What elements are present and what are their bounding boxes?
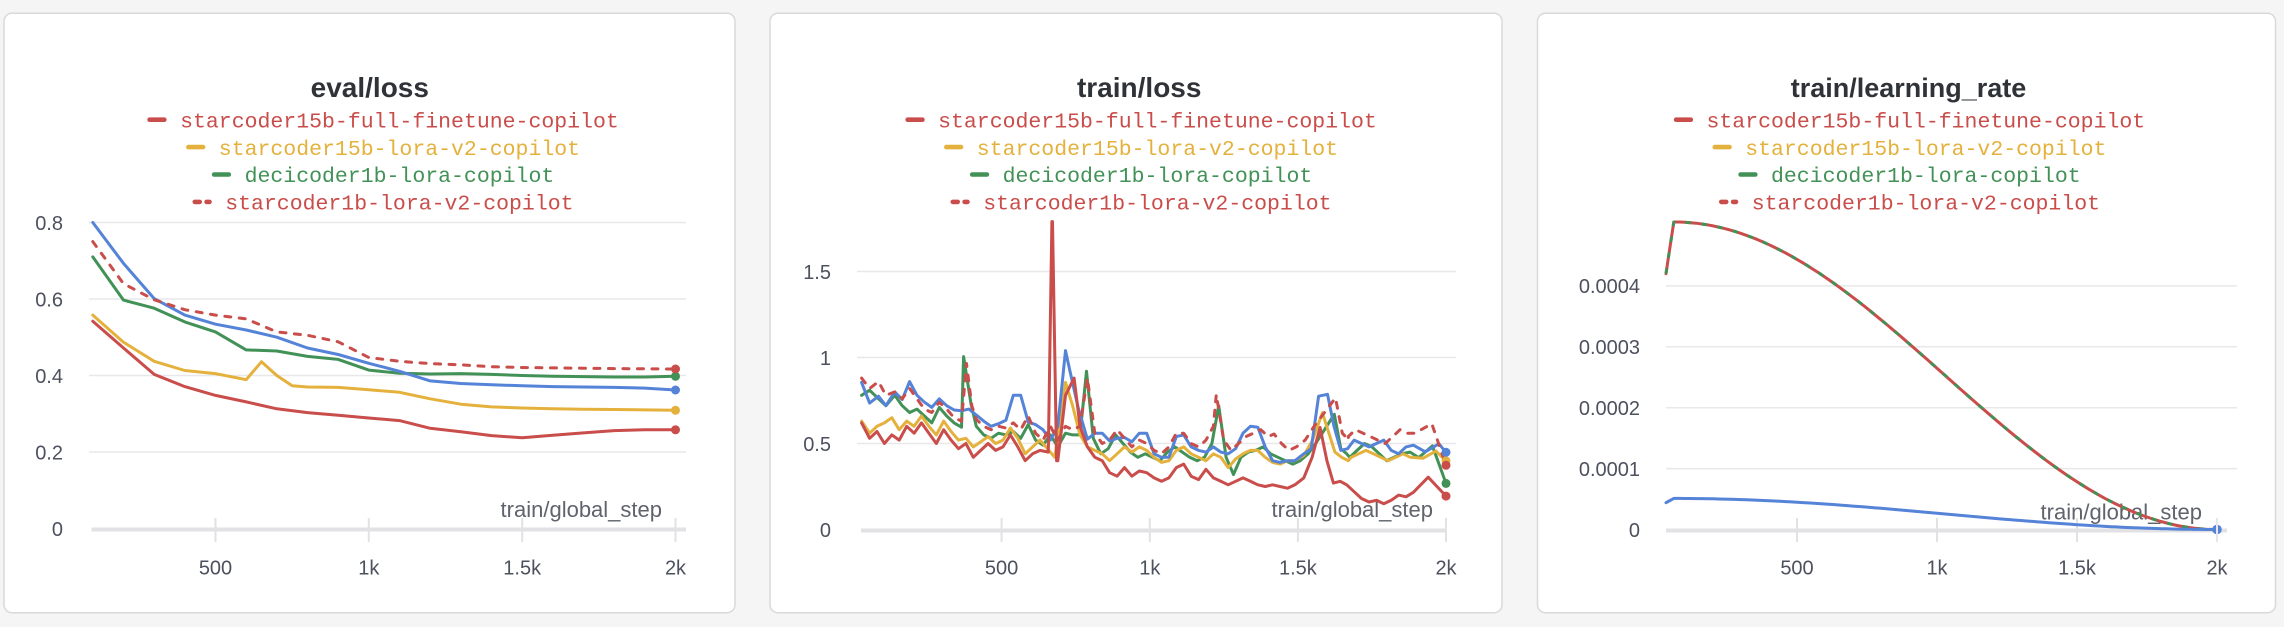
svg-text:train/global_step: train/global_step [2041, 500, 2202, 525]
svg-text:1.5k: 1.5k [1279, 558, 1318, 580]
svg-text:starcoder1b-lora-v2-copilot: starcoder1b-lora-v2-copilot [983, 193, 1331, 217]
svg-text:starcoder15b-lora-v2-copilot: starcoder15b-lora-v2-copilot [219, 138, 580, 162]
svg-text:eval/loss: eval/loss [311, 72, 429, 103]
svg-text:500: 500 [199, 558, 232, 580]
svg-text:starcoder1b-lora-v2-copilot: starcoder1b-lora-v2-copilot [1752, 193, 2100, 217]
svg-text:starcoder15b-full-finetune-cop: starcoder15b-full-finetune-copilot [1707, 110, 2146, 134]
svg-text:1k: 1k [1139, 558, 1161, 580]
svg-text:starcoder15b-lora-v2-copilot: starcoder15b-lora-v2-copilot [977, 138, 1338, 162]
svg-text:2k: 2k [1435, 558, 1457, 580]
svg-text:decicoder1b-lora-copilot: decicoder1b-lora-copilot [1003, 165, 1313, 189]
svg-text:train/global_step: train/global_step [1272, 497, 1433, 522]
svg-text:0.0001: 0.0001 [1579, 459, 1640, 481]
svg-text:500: 500 [1780, 558, 1813, 580]
svg-text:0.0003: 0.0003 [1579, 337, 1640, 359]
svg-text:1.5k: 1.5k [503, 558, 542, 580]
svg-text:0.0002: 0.0002 [1579, 398, 1640, 420]
svg-text:2k: 2k [665, 558, 687, 580]
svg-text:1: 1 [820, 348, 831, 370]
svg-text:decicoder1b-lora-copilot: decicoder1b-lora-copilot [245, 165, 555, 189]
svg-text:0.2: 0.2 [35, 442, 63, 464]
svg-text:starcoder15b-full-finetune-cop: starcoder15b-full-finetune-copilot [938, 110, 1377, 134]
svg-text:500: 500 [985, 558, 1018, 580]
svg-text:2k: 2k [2206, 558, 2228, 580]
svg-text:0.0004: 0.0004 [1579, 276, 1640, 298]
svg-text:train/global_step: train/global_step [501, 497, 662, 522]
svg-text:starcoder15b-full-finetune-cop: starcoder15b-full-finetune-copilot [180, 110, 619, 134]
svg-text:0.8: 0.8 [35, 213, 63, 235]
svg-text:decicoder1b-lora-copilot: decicoder1b-lora-copilot [1771, 165, 2081, 189]
svg-text:0.4: 0.4 [35, 366, 63, 388]
svg-text:1k: 1k [1926, 558, 1948, 580]
svg-text:0: 0 [820, 520, 831, 542]
svg-text:1.5: 1.5 [803, 262, 831, 284]
svg-text:1.5k: 1.5k [2058, 558, 2097, 580]
svg-text:0: 0 [1629, 520, 1640, 542]
svg-text:starcoder1b-lora-v2-copilot: starcoder1b-lora-v2-copilot [225, 193, 573, 217]
svg-text:1k: 1k [358, 558, 380, 580]
svg-text:0.6: 0.6 [35, 289, 63, 311]
svg-text:0.5: 0.5 [803, 434, 831, 456]
svg-text:0: 0 [52, 519, 63, 541]
svg-text:train/learning_rate: train/learning_rate [1791, 73, 2027, 103]
svg-text:starcoder15b-lora-v2-copilot: starcoder15b-lora-v2-copilot [1745, 138, 2106, 162]
svg-text:train/loss: train/loss [1077, 72, 1201, 103]
